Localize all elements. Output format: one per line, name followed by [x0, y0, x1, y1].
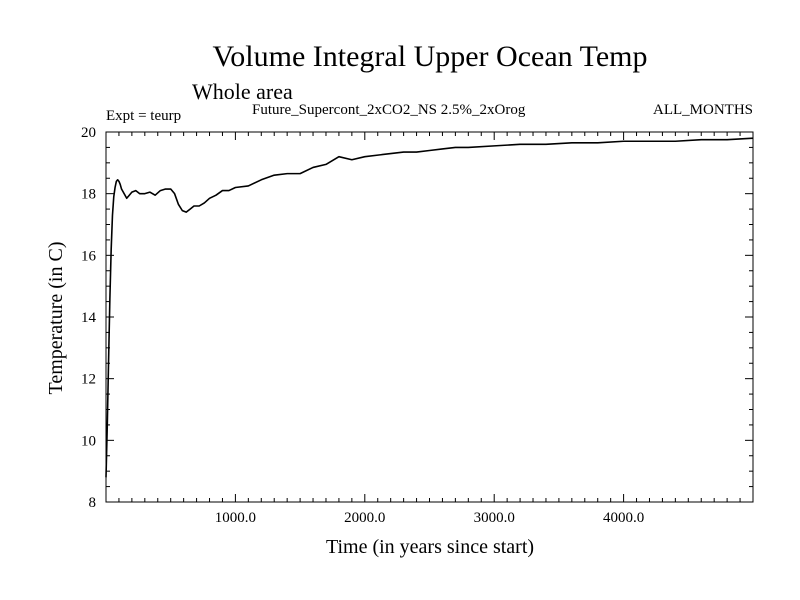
x-axis-tick-labels: 1000.0 2000.0 3000.0 4000.0	[215, 510, 644, 526]
x-tick-label: 4000.0	[603, 510, 644, 526]
y-axis-tick-labels: 8 10 12 14 16 18 20	[81, 125, 97, 511]
y-tick-label: 12	[81, 372, 96, 388]
x-tick-label: 1000.0	[215, 510, 256, 526]
chart-subtitle: Whole area	[192, 79, 293, 104]
run-name-label: Future_Supercont_2xCO2_NS 2.5%_2xOrog	[252, 102, 526, 118]
temperature-series-line	[105, 137, 754, 478]
chart-title: Volume Integral Upper Ocean Temp	[213, 40, 648, 73]
experiment-label: Expt = teurp	[106, 108, 181, 124]
x-axis-ticks	[118, 132, 741, 502]
season-label: ALL_MONTHS	[653, 102, 753, 118]
plot-frame	[105, 131, 754, 503]
y-tick-label: 14	[81, 310, 97, 326]
x-axis-label: Time (in years since start)	[326, 536, 534, 558]
y-tick-label: 16	[81, 248, 97, 264]
y-axis-ticks	[106, 146, 753, 488]
y-tick-label: 18	[81, 187, 96, 203]
y-axis-label: Temperature (in C)	[45, 242, 67, 395]
x-tick-label: 3000.0	[474, 510, 515, 526]
x-tick-label: 2000.0	[344, 510, 385, 526]
y-tick-label: 20	[81, 125, 96, 141]
y-tick-label: 10	[81, 433, 96, 449]
y-tick-label: 8	[89, 495, 97, 511]
